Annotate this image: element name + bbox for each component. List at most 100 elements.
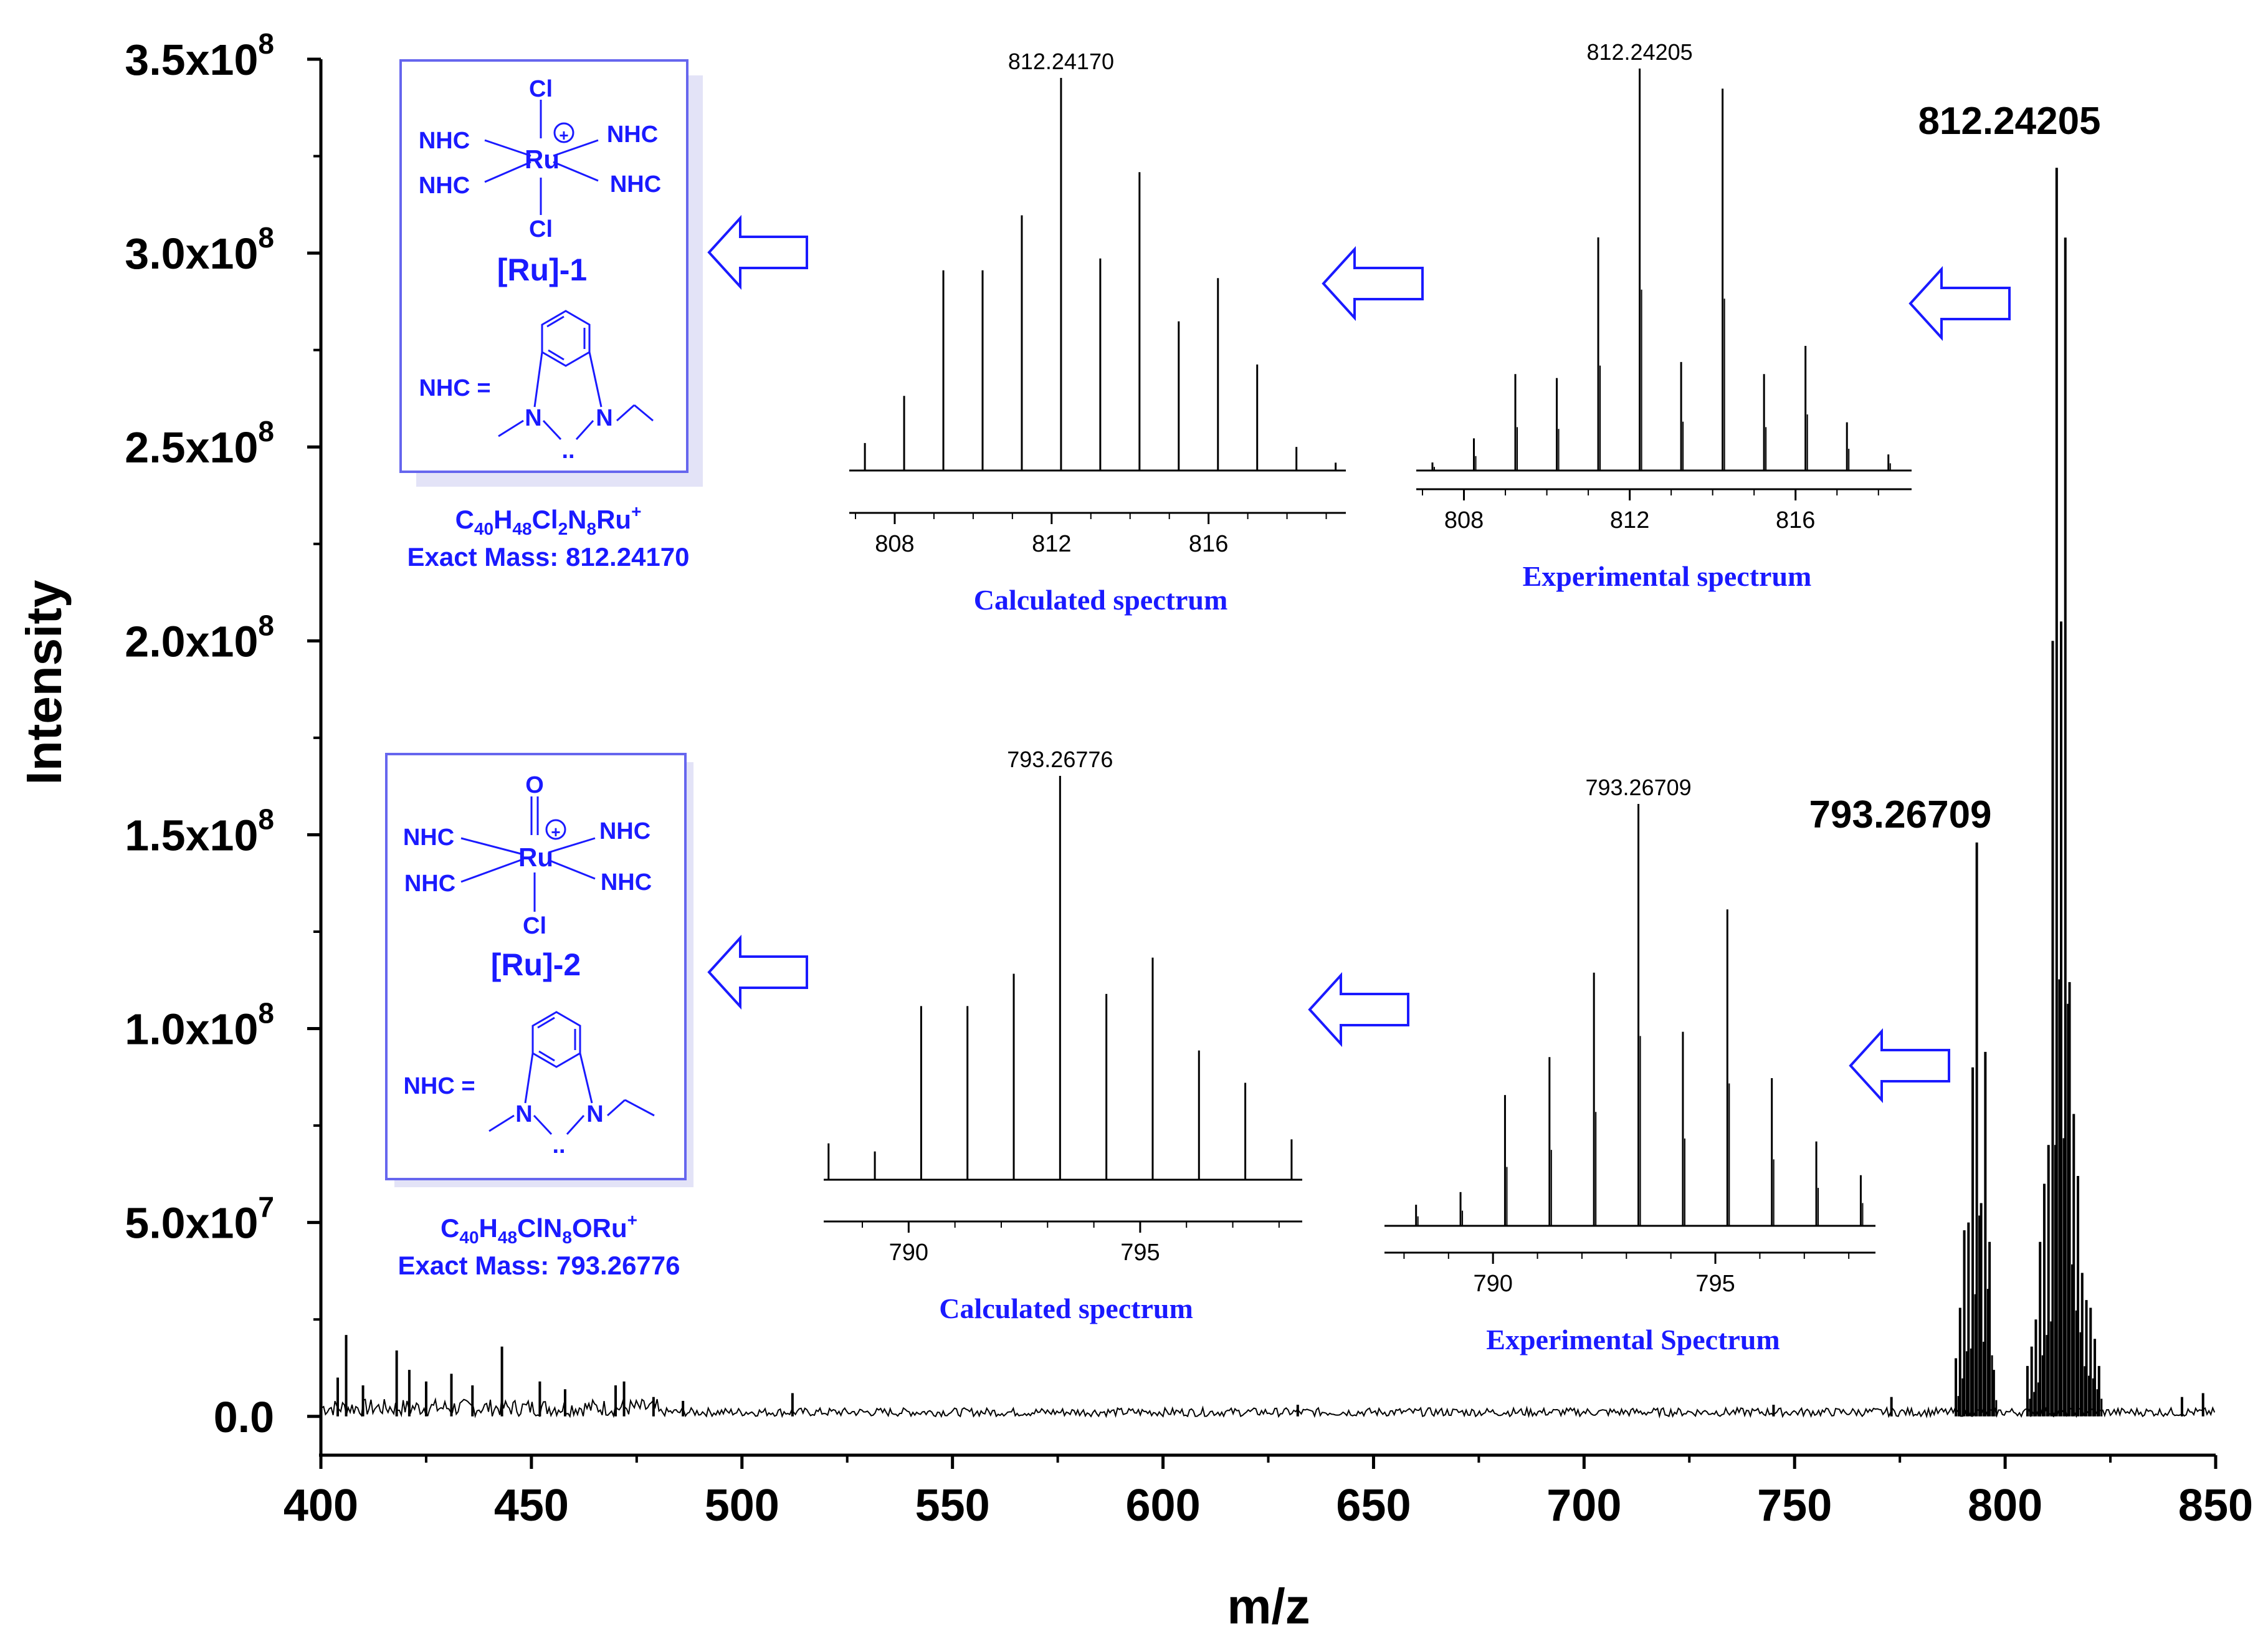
y-tick-label: 3.0x108 bbox=[125, 221, 274, 278]
peak-annotation-793: 793.26709 bbox=[1809, 793, 1991, 836]
y-tick-label: 2.0x108 bbox=[125, 609, 274, 666]
ligand-nhc: NHC bbox=[610, 171, 661, 198]
ligand-nhc: NHC bbox=[404, 871, 455, 897]
ligand-nhc: NHC bbox=[419, 173, 470, 199]
structure-box bbox=[385, 753, 687, 1180]
x-tick-label: 400 bbox=[284, 1481, 358, 1531]
y-tick-mantissa: 2.5x10 bbox=[125, 423, 258, 472]
y-tick-exponent: 8 bbox=[258, 997, 274, 1030]
y-tick-exponent: 8 bbox=[258, 609, 274, 641]
inset-title: Calculated spectrum bbox=[974, 584, 1228, 616]
y-tick-mantissa: 1.5x10 bbox=[125, 811, 258, 859]
arrow-icon bbox=[1908, 265, 2011, 342]
charge-symbol: + bbox=[559, 126, 568, 145]
nitrogen-atom: N bbox=[525, 405, 541, 431]
inset-x-tick-label: 795 bbox=[1695, 1271, 1735, 1297]
ligand-nhc: NHC bbox=[599, 818, 650, 844]
y-tick-mantissa: 5.0x10 bbox=[125, 1199, 258, 1248]
inset-x-tick-label: 816 bbox=[1189, 531, 1228, 557]
inset-calculated-spectrum-2: 790 795 793.26776 Calculated spectrum bbox=[824, 747, 1302, 1324]
metal-center: Ru bbox=[518, 843, 553, 872]
inset-peak-label: 812.24205 bbox=[1586, 39, 1692, 65]
carbene-lone-pair: .. bbox=[552, 1132, 565, 1159]
metal-center: Ru bbox=[525, 145, 560, 174]
x-tick-label: 500 bbox=[705, 1481, 779, 1531]
inset-peak-label: 793.26776 bbox=[1007, 747, 1113, 772]
ligand-top: O bbox=[525, 772, 544, 798]
inset-peak-label: 812.24170 bbox=[1008, 49, 1114, 74]
y-tick-mantissa: 1.0x10 bbox=[125, 1005, 258, 1054]
x-tick-label: 450 bbox=[494, 1481, 569, 1531]
inset-x-tick-label: 795 bbox=[1120, 1240, 1160, 1266]
nitrogen-atom: N bbox=[586, 1101, 603, 1127]
y-tick-label: 0.0 bbox=[214, 1393, 274, 1441]
y-axis-ticks: 0.05.0x1071.0x1081.5x1082.0x1082.5x1083.… bbox=[125, 27, 321, 1441]
arrow-icon bbox=[1322, 246, 1424, 322]
complex-name: [Ru]-1 bbox=[497, 252, 587, 287]
inset-x-tick-label: 812 bbox=[1610, 507, 1649, 533]
x-tick-label: 600 bbox=[1125, 1481, 1200, 1531]
inset-experimental-spectrum-1: 808 812 816 812.24205 Experimental spectrum bbox=[1416, 39, 1912, 592]
ligand-bottom: Cl bbox=[523, 913, 546, 939]
inset-calculated-spectrum-1: 808 812 816 812.24170 Calculated spectrum bbox=[849, 49, 1346, 616]
arrow-icon bbox=[707, 934, 808, 1010]
main-chart: 400 450 500 550 600 650 700 750 800 850 0.0 5.0x10… bbox=[16, 27, 2253, 1634]
inset-x-tick-label: 808 bbox=[1444, 507, 1484, 533]
inset-peak-label: 793.26709 bbox=[1585, 775, 1691, 800]
x-axis-title: m/z bbox=[1227, 1579, 1310, 1634]
molecular-formula: C40H48ClN8ORu+ bbox=[441, 1210, 637, 1247]
inset-title: Experimental spectrum bbox=[1523, 560, 1812, 592]
x-tick-label: 550 bbox=[915, 1481, 990, 1531]
inset-title: Experimental Spectrum bbox=[1486, 1324, 1780, 1355]
ligand-nhc: NHC bbox=[419, 128, 470, 154]
carbene-lone-pair: .. bbox=[561, 437, 574, 464]
x-tick-label: 650 bbox=[1336, 1481, 1411, 1531]
y-tick-exponent: 8 bbox=[258, 27, 274, 60]
inset-x-tick-label: 816 bbox=[1776, 507, 1815, 533]
y-tick-exponent: 7 bbox=[258, 1191, 274, 1223]
structure-ru1: Cl + Ru NHC NHC NHC NHC Cl [Ru]-1 NHC = … bbox=[399, 59, 703, 571]
nhc-definition: NHC = bbox=[403, 1073, 475, 1099]
structure-ru2: O + Ru NHC NHC NHC NHC Cl [Ru]-2 NHC = N… bbox=[385, 753, 693, 1280]
arrow-icon bbox=[1308, 972, 1409, 1048]
complex-name: [Ru]-2 bbox=[491, 947, 581, 982]
y-axis-title: Intensity bbox=[16, 580, 72, 785]
baseline-trace bbox=[321, 1397, 2216, 1419]
exact-mass: Exact Mass: 793.26776 bbox=[398, 1251, 680, 1280]
y-tick-exponent: 8 bbox=[258, 415, 274, 447]
arrow-icon bbox=[707, 214, 808, 290]
y-tick-label: 3.5x108 bbox=[125, 27, 274, 84]
y-tick-label: 1.0x108 bbox=[125, 997, 274, 1054]
ligand-bottom: Cl bbox=[529, 216, 553, 242]
y-tick-mantissa: 3.5x10 bbox=[125, 36, 258, 84]
ligand-top: Cl bbox=[529, 76, 553, 102]
inset-experimental-spectrum-2: 790 795 793.26709 Experimental Spectrum bbox=[1384, 775, 1875, 1355]
exact-mass: Exact Mass: 812.24170 bbox=[407, 542, 690, 571]
ligand-nhc: NHC bbox=[403, 824, 454, 851]
y-tick-mantissa: 3.0x10 bbox=[125, 229, 258, 278]
y-tick-mantissa: 0.0 bbox=[214, 1393, 274, 1441]
inset-x-tick-label: 790 bbox=[889, 1240, 928, 1266]
inset-x-tick-label: 808 bbox=[875, 531, 914, 557]
main-plot-area bbox=[321, 168, 2216, 1419]
nitrogen-atom: N bbox=[596, 405, 612, 431]
ligand-nhc: NHC bbox=[601, 869, 652, 896]
y-tick-exponent: 8 bbox=[258, 221, 274, 254]
y-tick-mantissa: 2.0x10 bbox=[125, 617, 258, 666]
inset-x-tick-label: 790 bbox=[1473, 1271, 1512, 1297]
x-axis-ticks: 400 450 500 550 600 650 700 750 800 850 bbox=[284, 1455, 2253, 1531]
x-tick-label: 800 bbox=[1968, 1481, 2042, 1531]
x-tick-label: 700 bbox=[1546, 1481, 1621, 1531]
inset-x-tick-label: 812 bbox=[1032, 531, 1071, 557]
molecular-formula: C40H48Cl2N8Ru+ bbox=[455, 502, 642, 538]
y-tick-label: 2.5x108 bbox=[125, 415, 274, 472]
arrow-icon bbox=[1849, 1028, 1950, 1104]
structure-box bbox=[399, 59, 688, 473]
nitrogen-atom: N bbox=[515, 1101, 532, 1127]
y-tick-exponent: 8 bbox=[258, 803, 274, 835]
x-tick-label: 750 bbox=[1757, 1481, 1832, 1531]
inset-title: Calculated spectrum bbox=[939, 1293, 1193, 1324]
y-tick-label: 1.5x108 bbox=[125, 803, 274, 859]
